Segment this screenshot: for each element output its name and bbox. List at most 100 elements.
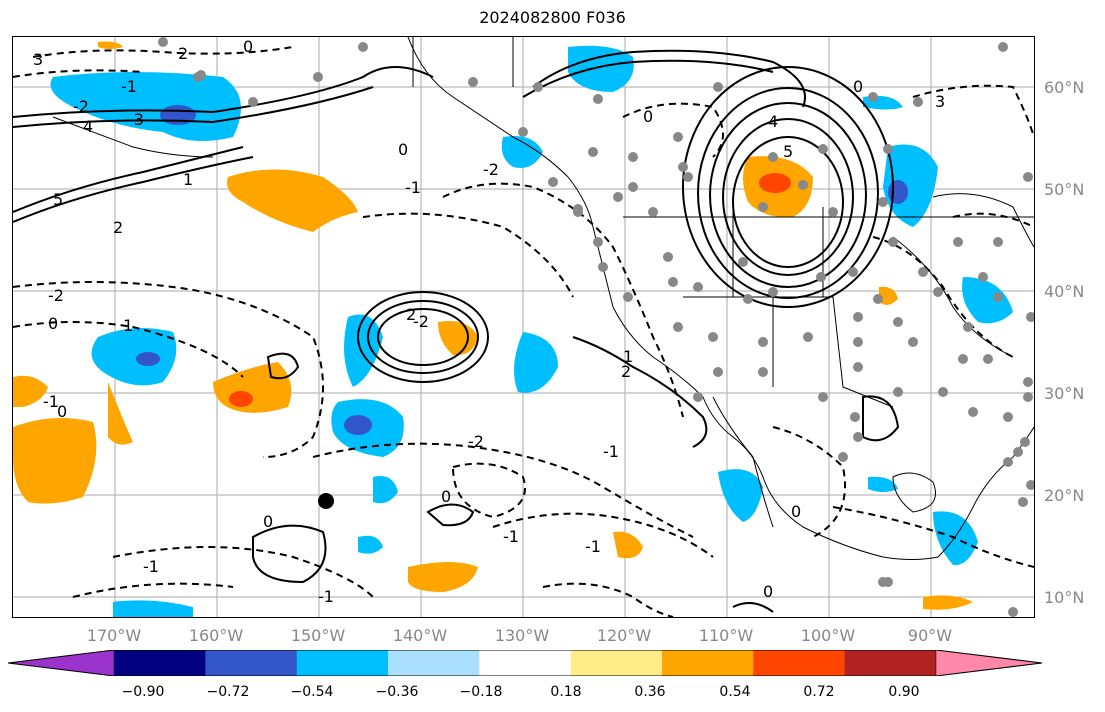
contour-dashed-4 (362, 212, 574, 298)
contour-pacific-band-4 (12, 156, 254, 223)
contour-dashed-17 (952, 212, 1035, 228)
contour-label: 0 (57, 402, 67, 421)
shade-pos-west-1 (13, 375, 48, 407)
location-marker (318, 493, 334, 509)
contour-dashed-14 (32, 46, 294, 58)
contour-northeast-pac-2 (522, 59, 774, 98)
contour-label: -2 (413, 312, 429, 331)
shade-neg-small-1 (373, 476, 398, 504)
contour-label: 1 (123, 316, 133, 335)
contour-ridge-3 (357, 291, 489, 383)
shade-pos-ridge (438, 321, 478, 356)
colorbar-tick-label: −0.54 (290, 684, 334, 700)
colorbar-segment (205, 650, 298, 676)
figure-title: 2024082800 F036 (479, 8, 626, 27)
contour-label: 2 (113, 218, 123, 237)
shade-pos-gulf-alaska (227, 169, 358, 232)
shade-neg-small-2 (358, 535, 383, 554)
contour-northeast-pac (532, 49, 806, 108)
contour-label: 2 (406, 305, 416, 324)
shade-neg-southeast (962, 277, 1013, 324)
colorbar-tick-label: 0.54 (719, 684, 751, 700)
contour-dashed-16 (622, 102, 724, 158)
lat-label: 20°N (1044, 486, 1085, 505)
contour-label: 5 (53, 190, 63, 209)
contour-labels: 3 2 0 -1 -2 -3 4 5 1 2 0 -2 -1 0 -2 2 1 … (33, 37, 945, 606)
contour-ridge-2 (367, 300, 479, 374)
contour-label: 0 (243, 37, 253, 56)
contour-label: 0 (48, 314, 58, 333)
contour-dashed-6 (112, 546, 374, 598)
lon-label: 160°W (188, 626, 244, 645)
contours-solid (12, 49, 900, 613)
contour-dashed-8 (451, 462, 526, 519)
contour-south-1 (252, 524, 327, 584)
shade-neg-small-5 (868, 476, 898, 492)
contour-label: 0 (643, 107, 653, 126)
colorbar-segment (935, 650, 1042, 676)
lat-label: 50°N (1044, 180, 1085, 199)
contour-mexico-coast (732, 602, 774, 613)
shade-pos-south-2 (613, 531, 643, 559)
contours-dashed (12, 46, 1035, 618)
contour-rockies-3 (709, 102, 867, 288)
contour-dashed-12 (872, 236, 1014, 358)
lon-label: 130°W (494, 626, 550, 645)
contour-label: -1 (121, 77, 137, 96)
positive-shading (13, 41, 973, 610)
colorbar-tick-label: 0.72 (803, 684, 835, 700)
lon-label: 170°W (86, 626, 142, 645)
contour-label: 0 (763, 582, 773, 601)
contour-south-2 (426, 503, 475, 527)
contour-rockies-2 (722, 118, 854, 276)
contour-label: 3 (33, 50, 43, 69)
contour-label: 4 (83, 117, 93, 136)
shade-pos-small-1 (108, 382, 133, 445)
station-dots (158, 37, 1036, 617)
contour-ridge-1 (377, 308, 469, 366)
colorbar-tick-label: 0.36 (634, 684, 666, 700)
lon-label: 140°W (392, 626, 448, 645)
shade-pos-rockies-core (759, 173, 791, 193)
map-canvas: 3 2 0 -1 -2 -3 4 5 1 2 0 -2 -1 0 -2 2 1 … (12, 36, 1036, 618)
colorbar-segment (114, 650, 206, 676)
lat-label: 30°N (1044, 384, 1085, 403)
contour-dashed-9 (492, 512, 714, 558)
contour-label: 4 (768, 112, 778, 131)
colorbar-tick-label: −0.90 (121, 684, 165, 700)
shade-neg-midpac (91, 328, 177, 386)
lon-label: 100°W (800, 626, 856, 645)
shade-neg-small-3 (113, 600, 193, 617)
contour-dashed-2 (12, 321, 244, 378)
lon-label: 120°W (596, 626, 652, 645)
shade-neg-south-core (344, 415, 372, 435)
map-panel: 3 2 0 -1 -2 -3 4 5 1 2 0 -2 -1 0 -2 2 1 … (12, 36, 1036, 618)
contour-dashed-11 (832, 506, 1035, 568)
shade-pos-small-2 (98, 41, 123, 49)
contour-label: 5 (783, 142, 793, 161)
contour-pacific-band-3 (12, 146, 244, 213)
contour-southeast (862, 395, 900, 442)
contour-label: 0 (853, 77, 863, 96)
contour-dashed-7 (72, 582, 234, 598)
colorbar-segment (388, 650, 480, 676)
colorbar-tick-label: 0.90 (888, 684, 920, 700)
contour-dashed-18 (542, 582, 674, 618)
contour-label: -2 (48, 286, 64, 305)
shade-pos-west-2 (13, 418, 97, 504)
contour-label: 1 (623, 347, 633, 366)
contour-label: -1 (405, 178, 421, 197)
lat-label: 40°N (1044, 282, 1085, 301)
shade-neg-baja (718, 469, 763, 522)
colorbar-segment (296, 650, 389, 676)
shade-pos-midpac-core (229, 391, 253, 407)
shade-neg-bc (501, 136, 543, 168)
colorbar-tick-label: 0.18 (550, 684, 582, 700)
shade-neg-great-lakes-core (888, 180, 908, 204)
shade-neg-ridge-east (514, 332, 558, 393)
contour-label: -1 (503, 527, 519, 546)
lon-label: 110°W (698, 626, 754, 645)
shade-pos-mexico-coast (923, 595, 973, 610)
contour-label: 3 (935, 92, 945, 111)
shade-pos-oklahoma (879, 286, 898, 305)
